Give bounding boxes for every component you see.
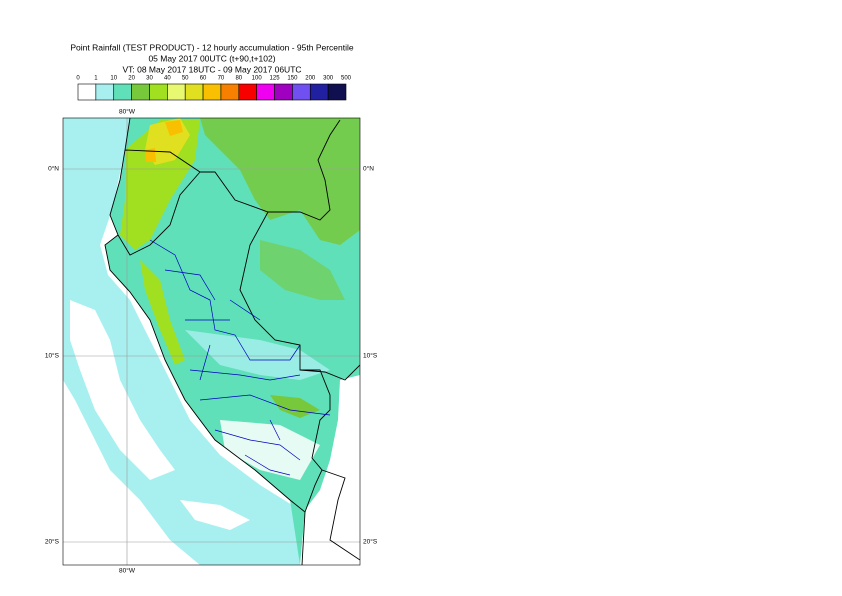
lat-label: 10°S — [363, 352, 378, 360]
map — [63, 118, 360, 565]
lat-label: 0°N — [48, 165, 59, 173]
title: Point Rainfall (TEST PRODUCT) - 12 hourl… — [70, 42, 354, 52]
lat-label: 10°S — [45, 352, 60, 360]
legend-swatch — [256, 83, 275, 101]
legend-swatch — [167, 83, 186, 101]
legend-label: 80 — [235, 76, 242, 82]
legend-label: 70 — [218, 76, 225, 82]
legend-swatch — [184, 83, 204, 101]
lat-label: 20°S — [363, 538, 378, 546]
legend-label: 1 — [94, 76, 98, 82]
legend-swatch — [220, 83, 240, 101]
legend-swatch — [327, 83, 347, 101]
lat-label: 20°S — [45, 538, 60, 546]
legend-label: 200 — [305, 76, 316, 82]
legend-label: 0 — [76, 76, 80, 82]
lon-label: 80°W — [119, 108, 136, 116]
legend-label: 125 — [270, 76, 281, 82]
legend-label: 40 — [164, 76, 171, 82]
run-time: 05 May 2017 00UTC (t+90,t+102) — [148, 53, 275, 63]
legend-label: 20 — [128, 76, 135, 82]
validity: VT: 08 May 2017 18UTC - 09 May 2017 06UT… — [122, 64, 301, 74]
legend-swatch — [95, 83, 115, 101]
legend-label: 150 — [287, 76, 298, 82]
lat-label: 0°N — [363, 165, 374, 173]
lon-label: 80°W — [119, 567, 136, 575]
legend-label: 100 — [252, 76, 263, 82]
legend-swatch — [113, 83, 132, 101]
legend-label: 10 — [110, 76, 117, 82]
legend-swatch — [309, 83, 329, 101]
legend-swatch — [131, 83, 150, 101]
legend-label: 60 — [200, 76, 207, 82]
legend-swatch — [274, 83, 293, 101]
legend-label: 50 — [182, 76, 189, 82]
legend-swatch — [149, 83, 168, 101]
legend-swatch — [292, 83, 311, 101]
legend-label: 30 — [146, 76, 153, 82]
legend-label: 500 — [341, 76, 352, 82]
legend-swatch — [77, 83, 97, 101]
legend-label: 300 — [323, 76, 334, 82]
legend-swatch — [202, 83, 222, 101]
legend-swatch — [238, 83, 257, 101]
map-frame — [62, 117, 361, 566]
legend: 0 1 10 20 30 40 50 60 70 80 100 125 150 200 300 500 — [76, 76, 352, 101]
